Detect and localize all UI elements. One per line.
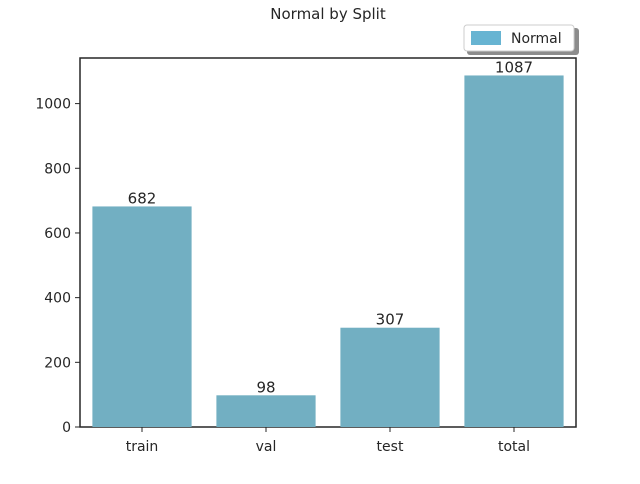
legend-swatch-normal xyxy=(471,31,501,45)
data-label-train: 682 xyxy=(128,189,157,207)
data-label-total: 1087 xyxy=(495,58,533,76)
data-labels: 682 98 307 1087 xyxy=(128,58,533,396)
chart-title: Normal by Split xyxy=(270,5,386,23)
x-tick-label-train: train xyxy=(126,439,159,455)
plot-frame xyxy=(79,57,577,428)
tick-labels: train val test total 0 200 400 600 800 1000 xyxy=(35,97,530,455)
data-label-val: 98 xyxy=(256,378,275,396)
axes xyxy=(75,57,577,432)
legend-label-normal: Normal xyxy=(511,31,562,47)
y-tick-label-1000: 1000 xyxy=(35,97,71,113)
y-tick-label-400: 400 xyxy=(44,291,71,307)
bars xyxy=(92,75,564,428)
x-tick-label-total: total xyxy=(498,439,530,455)
legend: Normal xyxy=(463,24,579,55)
bar-total xyxy=(464,75,564,428)
x-tick-label-val: val xyxy=(256,439,277,455)
y-tick-label-200: 200 xyxy=(44,355,71,371)
y-tick-label-600: 600 xyxy=(44,226,71,242)
data-label-test: 307 xyxy=(376,311,405,329)
bar-val xyxy=(216,395,316,427)
y-tick-label-800: 800 xyxy=(44,161,71,177)
bar-train xyxy=(92,206,192,427)
bar-test xyxy=(340,327,440,427)
y-tick-label-0: 0 xyxy=(62,420,71,436)
x-tick-label-test: test xyxy=(377,439,404,455)
